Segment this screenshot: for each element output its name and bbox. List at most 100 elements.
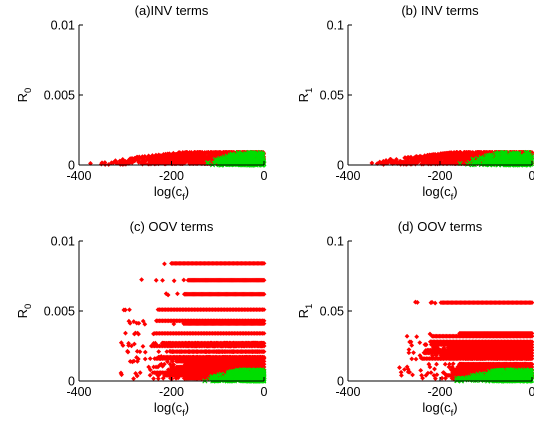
data-point [214, 159, 220, 165]
data-point [159, 159, 165, 164]
data-point [181, 277, 187, 283]
data-point [157, 154, 163, 160]
data-point [390, 160, 396, 166]
data-point [227, 161, 233, 168]
data-point [171, 278, 177, 284]
data-point [154, 157, 160, 162]
data-point [204, 150, 210, 155]
data-point [413, 154, 419, 159]
data-point [106, 162, 112, 167]
data-point [255, 158, 261, 164]
data-point [209, 157, 214, 162]
data-point [146, 157, 151, 163]
data-point [422, 153, 428, 158]
x-tick-label: -400 [66, 169, 91, 183]
data-point [425, 158, 431, 164]
data-point [408, 159, 414, 165]
data-point [183, 151, 189, 157]
y-tick-label: 0.005 [44, 89, 75, 103]
data-point [133, 156, 139, 162]
data-point [191, 151, 197, 157]
data-point [260, 152, 266, 158]
data-point [458, 150, 463, 155]
chart-title: (a)INV terms [135, 3, 209, 18]
data-point [183, 154, 189, 159]
data-point [402, 159, 408, 165]
x-tick-label: -400 [335, 169, 360, 183]
data-point [171, 154, 176, 160]
data-point [229, 150, 235, 155]
chart-title: (b) INV terms [401, 3, 479, 18]
data-point [156, 160, 161, 166]
data-point [175, 291, 180, 297]
data-point [217, 150, 223, 155]
data-point [160, 277, 165, 283]
data-point [185, 158, 191, 164]
data-point [426, 153, 432, 159]
data-point [224, 153, 230, 159]
data-point [221, 150, 226, 155]
data-point [122, 158, 128, 164]
data-point [446, 151, 452, 157]
data-point [199, 150, 205, 155]
data-point [453, 150, 459, 155]
data-point [153, 277, 159, 283]
data-point [176, 153, 182, 158]
data-point [454, 155, 460, 161]
data-point [411, 159, 416, 165]
data-point [251, 152, 257, 158]
x-axis-label: log(cf) [422, 184, 457, 203]
data-point [120, 156, 126, 162]
y-tick-label: 0.01 [51, 19, 75, 33]
data-point [454, 158, 460, 164]
data-point [234, 157, 240, 163]
data-point [196, 151, 201, 157]
data-point [180, 159, 186, 165]
data-point [462, 157, 468, 162]
data-point [214, 150, 220, 155]
data-point [137, 370, 143, 376]
data-point [466, 155, 472, 161]
data-point [139, 160, 145, 166]
series-1 [118, 261, 267, 382]
data-point [434, 160, 439, 166]
data-point [429, 160, 435, 166]
data-point [182, 150, 188, 155]
data-point [197, 158, 203, 164]
data-point [244, 160, 251, 166]
data-point [414, 160, 420, 166]
data-point [131, 376, 136, 382]
data-point [383, 158, 389, 163]
data-point [471, 151, 476, 157]
data-point [140, 343, 146, 349]
data-point [160, 153, 166, 158]
data-point [369, 160, 375, 166]
x-tick-label: 0 [529, 169, 534, 183]
series-2 [457, 149, 534, 168]
data-point [461, 154, 466, 159]
data-point [171, 158, 177, 164]
data-point [175, 155, 180, 161]
data-point [203, 157, 209, 162]
data-point [246, 149, 252, 156]
y-tick-label: 0 [68, 159, 75, 173]
data-point [249, 155, 255, 161]
data-point [388, 156, 394, 162]
data-point [211, 154, 217, 159]
data-point [127, 307, 132, 313]
data-point [220, 159, 226, 165]
y-tick-label: 0.1 [327, 19, 344, 33]
data-point [163, 160, 169, 165]
data-point [129, 157, 135, 163]
data-point [405, 155, 411, 160]
data-point [110, 160, 116, 166]
data-point [162, 261, 167, 267]
data-point [377, 159, 383, 165]
y-axis-label: R0 [15, 88, 34, 103]
data-point [450, 151, 456, 157]
data-point [424, 159, 429, 165]
x-axis-label: log(cf) [154, 184, 189, 203]
data-point [443, 153, 449, 159]
data-point [139, 277, 145, 283]
